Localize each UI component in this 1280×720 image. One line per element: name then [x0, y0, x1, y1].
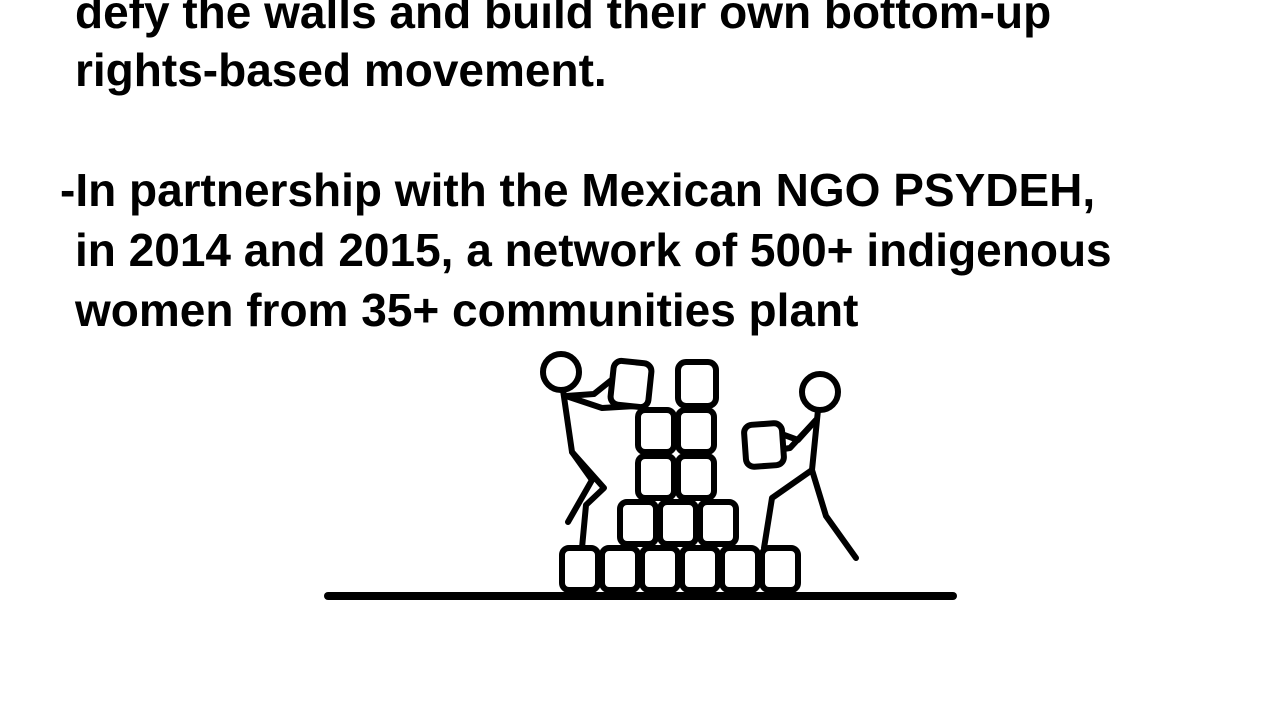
figure-leg [565, 449, 595, 525]
block [697, 499, 739, 547]
figure-body [560, 387, 607, 551]
body-text-line-2: rights-based movement. [75, 44, 607, 96]
block [635, 407, 677, 455]
block-carried [741, 420, 787, 470]
block [639, 545, 681, 593]
right-stick-figure [741, 371, 859, 561]
block-row-second [617, 499, 739, 547]
block-row-bottom [559, 545, 801, 593]
figure-body [809, 407, 859, 561]
block [675, 407, 717, 455]
block [679, 545, 721, 593]
block [719, 545, 761, 593]
block-column [635, 359, 719, 501]
block [635, 453, 677, 501]
body-text-line-1: defy the walls and build their own botto… [75, 0, 1052, 38]
block [559, 545, 601, 593]
block [599, 545, 641, 593]
block [657, 499, 699, 547]
block [675, 453, 717, 501]
figure-leg [761, 467, 815, 551]
block-held [607, 357, 655, 411]
block [617, 499, 659, 547]
left-stick-figure [540, 351, 655, 551]
figure-head [540, 351, 582, 393]
figure-arm [563, 375, 617, 399]
body-text-line-5: women from 35+ communities plant [75, 284, 859, 336]
block [759, 545, 801, 593]
figure-head [799, 371, 841, 413]
block [675, 359, 719, 409]
body-text-line-4: in 2014 and 2015, a network of 500+ indi… [75, 224, 1112, 276]
body-text-line-3: -In partnership with the Mexican NGO PSY… [60, 164, 1096, 216]
